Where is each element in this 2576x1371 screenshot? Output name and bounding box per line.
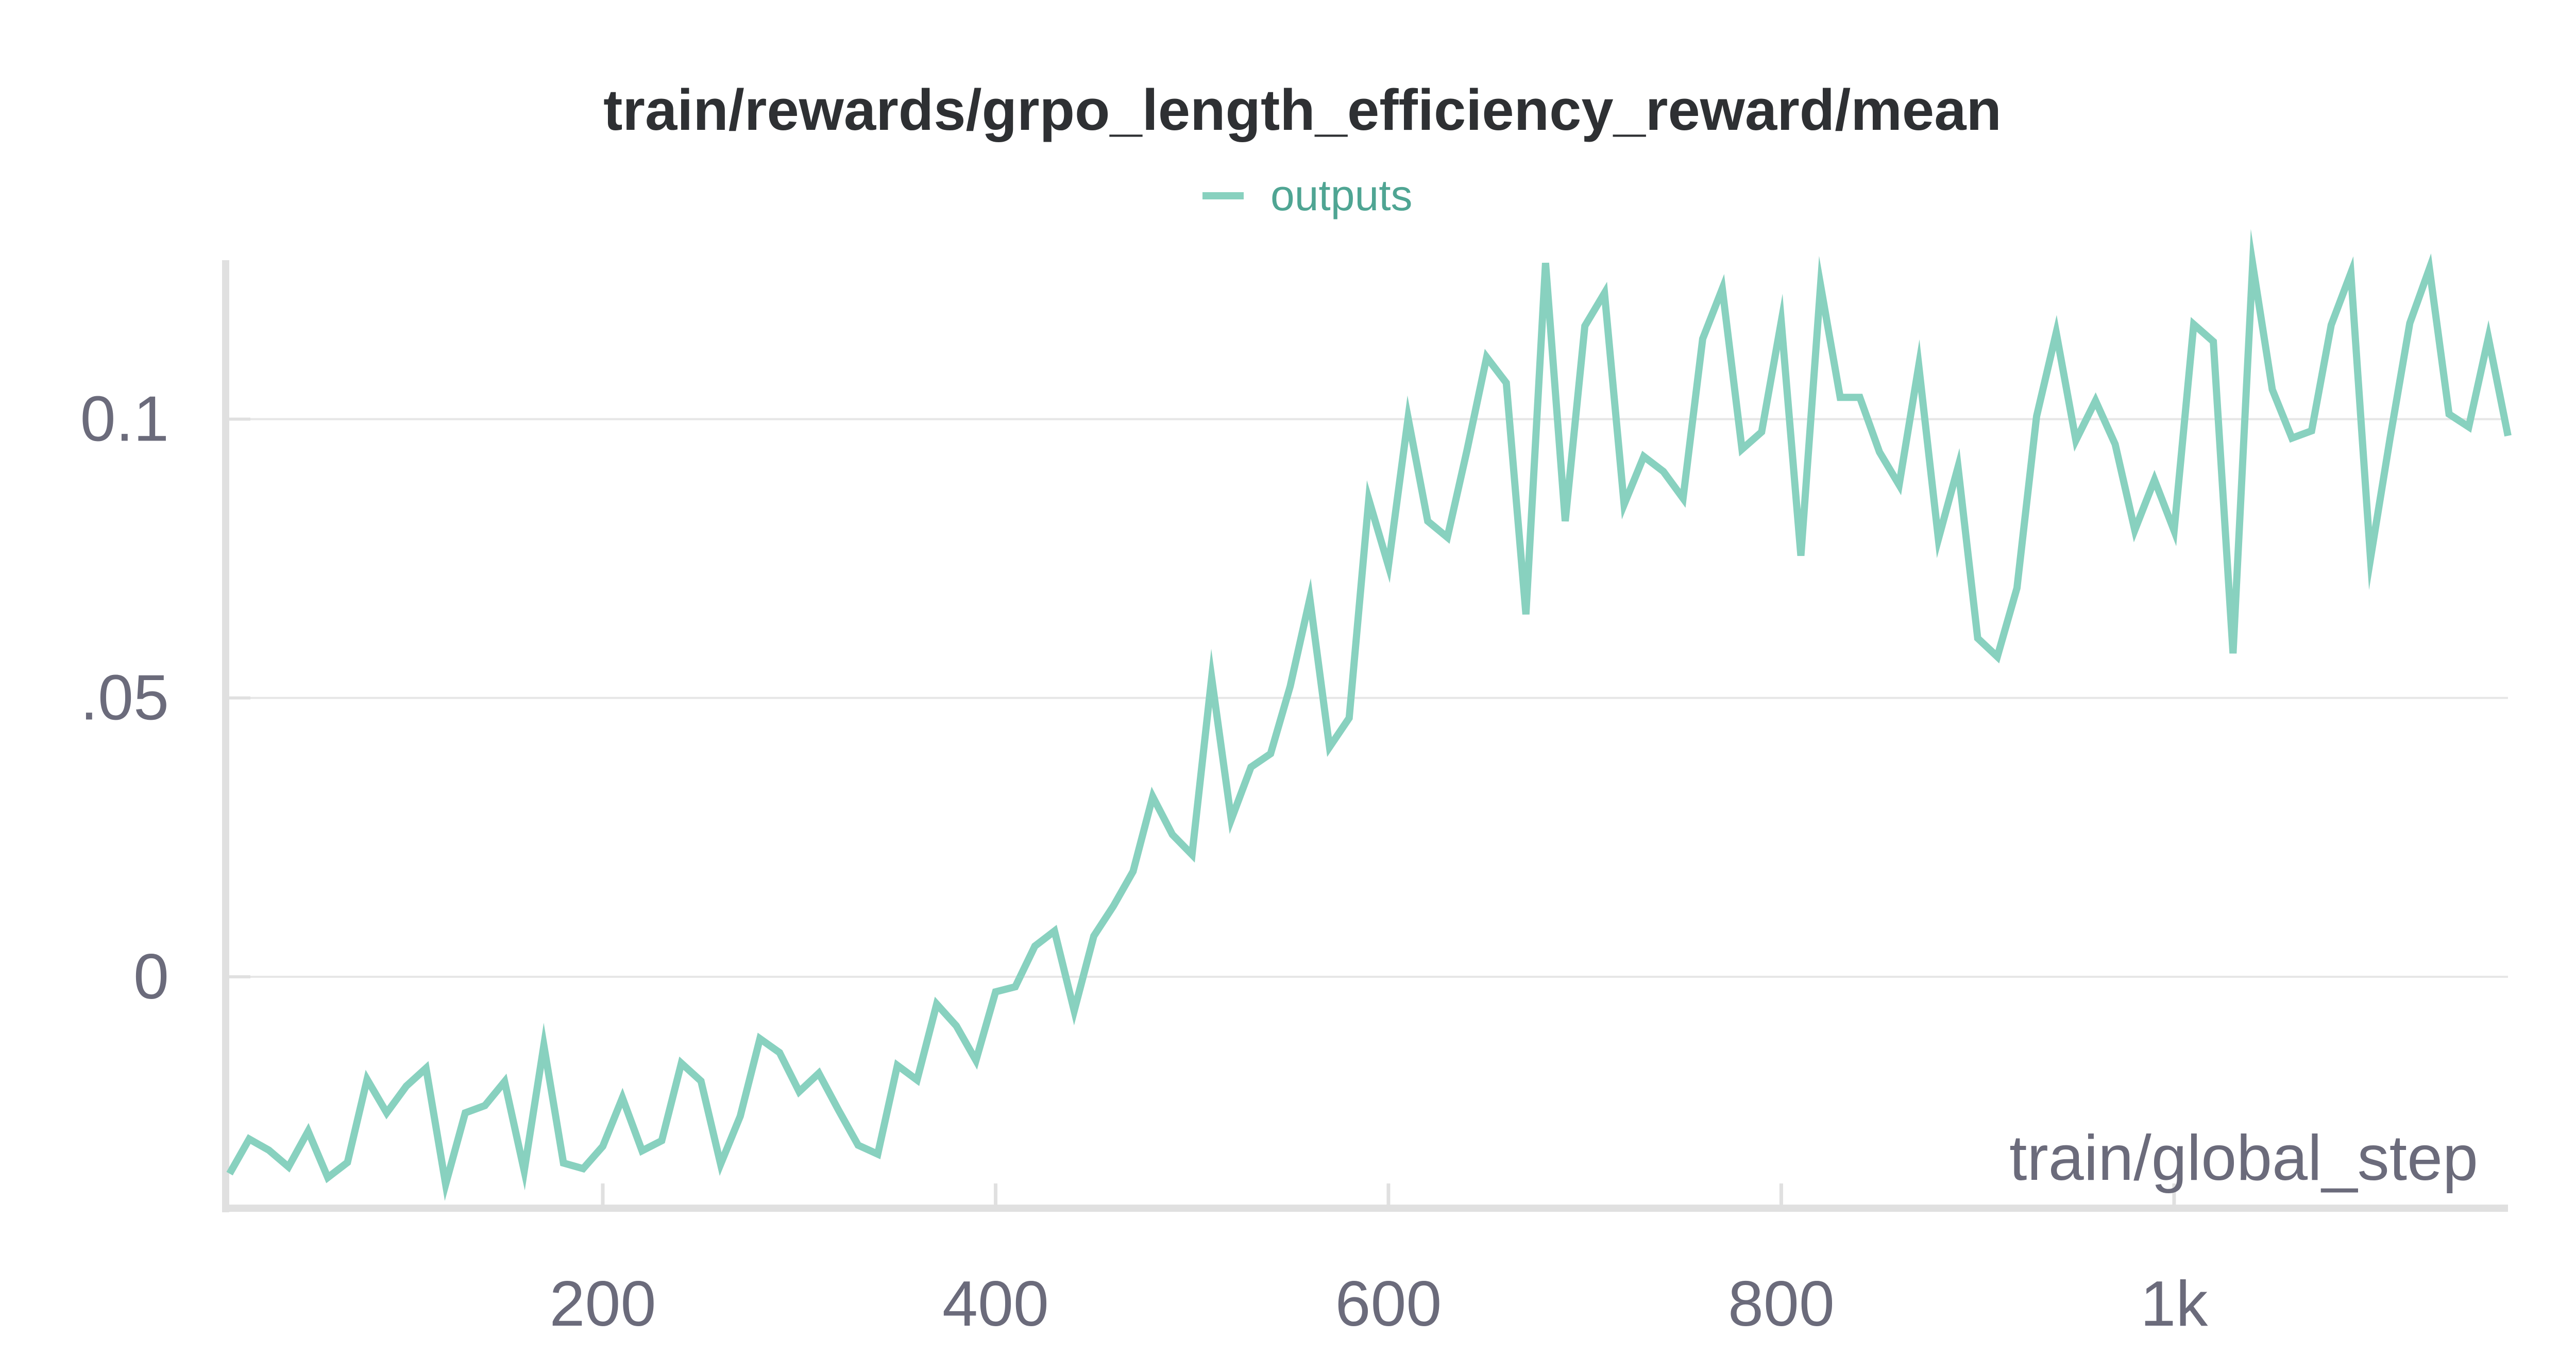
x-tick-label-0: 200 <box>550 1268 656 1340</box>
chart-title: train/rewards/grpo_length_efficiency_rew… <box>603 78 2002 142</box>
x-tick-label-3: 800 <box>1728 1268 1835 1340</box>
legend: outputs <box>1202 171 1413 219</box>
legend-label-outputs: outputs <box>1270 171 1413 219</box>
series-layer <box>230 263 2508 1184</box>
x-tick-label-4: 1k <box>2140 1268 2208 1340</box>
y-tick-label-1: .05 <box>80 663 169 734</box>
axes <box>222 260 2508 1212</box>
x-tick-label-2: 600 <box>1335 1268 1442 1340</box>
y-tick-label-2: 0.1 <box>80 383 169 454</box>
y-tick-label-0: 0 <box>133 941 169 1012</box>
x-tick-label-1: 400 <box>942 1268 1049 1340</box>
x-axis-label: train/global_step <box>2009 1123 2478 1194</box>
series-line-outputs <box>230 263 2508 1184</box>
